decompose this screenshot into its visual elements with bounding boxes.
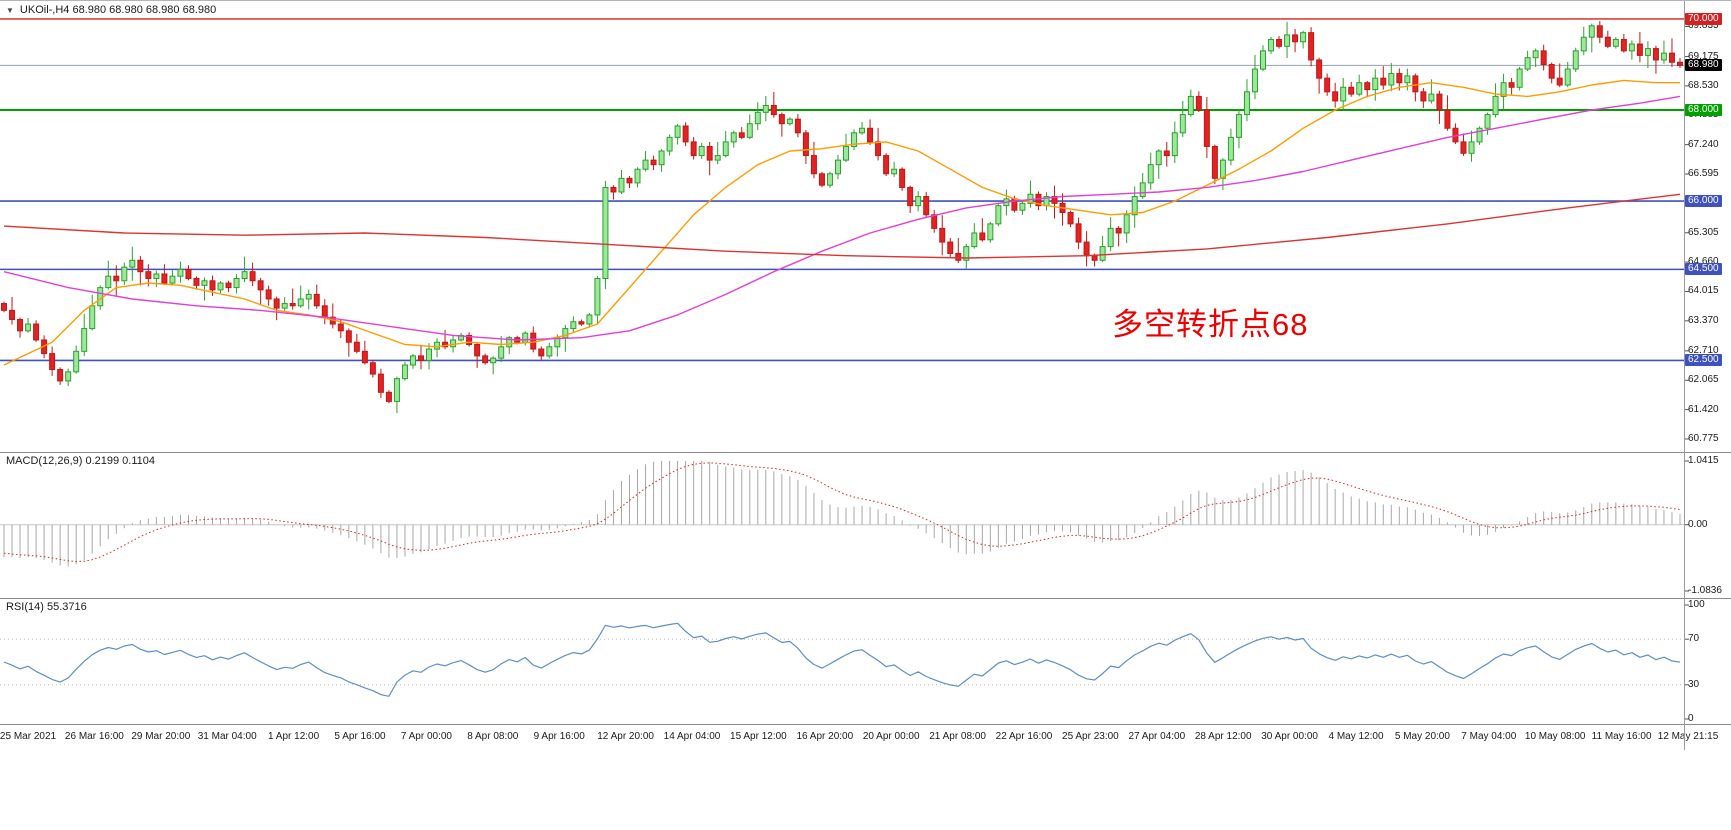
rsi-axis-label: 70 <box>1688 633 1700 645</box>
price-label: 62.065 <box>1688 374 1719 386</box>
time-label: 28 Apr 12:00 <box>1194 731 1252 742</box>
ma-fast-line <box>3 79 1680 366</box>
time-label: 9 Apr 16:00 <box>533 731 585 742</box>
rsi-indicator-label: RSI(14) 55.3716 <box>6 601 87 613</box>
macd-indicator-label: MACD(12,26,9) 0.2199 0.1104 <box>6 455 155 467</box>
price-axis[interactable]: 69.83569.17568.53067.88567.24066.59565.3… <box>1684 1 1731 452</box>
time-label: 7 Apr 00:00 <box>400 731 452 742</box>
axis-separator <box>1684 1 1685 750</box>
time-label: 26 Mar 16:00 <box>64 731 124 742</box>
level-price-label: 62.500 <box>1685 354 1722 367</box>
time-label: 7 May 04:00 <box>1461 731 1517 742</box>
time-label: 21 Apr 08:00 <box>929 731 986 742</box>
price-label: 66.595 <box>1688 168 1719 179</box>
time-label: 11 May 16:00 <box>1591 731 1652 742</box>
macd-axis-label: 0.00 <box>1688 518 1708 530</box>
time-label: 5 May 20:00 <box>1394 731 1450 742</box>
chart-title-text: UKOil-,H4 68.980 68.980 68.980 68.980 <box>19 4 217 16</box>
level-price-label: 70.000 <box>1685 12 1722 25</box>
price-label: 64.015 <box>1688 285 1719 297</box>
time-label: 1 Apr 12:00 <box>268 731 320 742</box>
macd-axis[interactable]: 1.0415 0.00 -1.0836 <box>1684 453 1731 598</box>
time-label: 12 Apr 20:00 <box>597 731 654 742</box>
price-label: 69.175 <box>1688 50 1719 62</box>
main-chart-panel: ▼ UKOil-,H4 68.980 68.980 68.980 68.980 … <box>0 1 1731 453</box>
level-lines <box>0 18 1684 362</box>
price-label: 65.305 <box>1688 226 1719 238</box>
macd-axis-label: 1.0415 <box>1688 455 1719 466</box>
symbol-dropdown-icon[interactable]: ▼ <box>6 5 14 15</box>
price-label: 61.420 <box>1688 403 1719 415</box>
time-label: 8 Apr 08:00 <box>467 731 519 742</box>
annotation-text: 多空转折点68 <box>1112 307 1309 342</box>
price-label: 64.660 <box>1688 256 1719 268</box>
rsi-chart[interactable] <box>0 599 1731 725</box>
price-label: 60.775 <box>1688 432 1719 444</box>
candlesticks <box>1 21 1683 414</box>
time-label: 25 Apr 23:00 <box>1062 731 1119 742</box>
time-label: 25 Mar 2021 <box>0 731 57 742</box>
time-label: 30 Apr 00:00 <box>1261 731 1318 742</box>
time-label: 15 Apr 12:00 <box>730 731 787 742</box>
price-label: 69.835 <box>1688 20 1719 32</box>
time-label: 29 Mar 20:00 <box>131 731 191 742</box>
main-chart[interactable] <box>0 1 1731 453</box>
time-label: 27 Apr 04:00 <box>1128 731 1186 742</box>
rsi-axis[interactable]: 100 70 30 0 <box>1684 599 1731 724</box>
macd-axis-label: -1.0836 <box>1688 585 1722 596</box>
rsi-panel: RSI(14) 55.3716 100 70 30 0 <box>0 599 1731 725</box>
level-price-label: 68.000 <box>1685 104 1722 117</box>
time-label: 14 Apr 04:00 <box>663 731 721 742</box>
macd-histogram <box>3 461 1681 567</box>
chart-window: ▼ UKOil-,H4 68.980 68.980 68.980 68.980 … <box>0 0 1731 750</box>
price-label: 67.240 <box>1688 138 1719 150</box>
time-label: 5 Apr 16:00 <box>334 731 386 742</box>
time-label: 12 May 21:15 <box>1657 731 1719 742</box>
time-label: 4 May 12:00 <box>1328 731 1384 742</box>
chart-title: ▼ UKOil-,H4 68.980 68.980 68.980 68.980 <box>6 4 216 16</box>
rsi-line <box>3 622 1681 697</box>
rsi-axis-label: 30 <box>1688 678 1700 690</box>
time-axis[interactable]: 25 Mar 2021 26 Mar 16:00 29 Mar 20:00 31 Ma… <box>0 725 1731 750</box>
time-label: 22 Apr 16:00 <box>995 731 1053 742</box>
level-price-label: 64.500 <box>1685 263 1722 276</box>
time-label: 16 Apr 20:00 <box>796 731 854 742</box>
ma-slow-line <box>3 193 1681 259</box>
ma-mid-line <box>3 95 1681 341</box>
price-label: 62.710 <box>1688 344 1719 356</box>
bid-price-label: 68.980 <box>1685 59 1722 72</box>
level-price-label: 66.000 <box>1685 195 1722 208</box>
time-label: 20 Apr 00:00 <box>862 731 920 742</box>
price-label: 68.530 <box>1688 79 1719 91</box>
macd-chart[interactable] <box>0 453 1731 599</box>
macd-signal-line <box>3 462 1681 563</box>
time-label: 31 Mar 04:00 <box>197 731 257 742</box>
rsi-axis-label: 0 <box>1688 713 1694 724</box>
macd-panel: MACD(12,26,9) 0.2199 0.1104 1.0415 0.00 -1… <box>0 453 1731 599</box>
time-label: 10 May 08:00 <box>1524 731 1586 742</box>
price-label: 63.370 <box>1688 314 1719 326</box>
rsi-axis-label: 100 <box>1688 599 1705 610</box>
